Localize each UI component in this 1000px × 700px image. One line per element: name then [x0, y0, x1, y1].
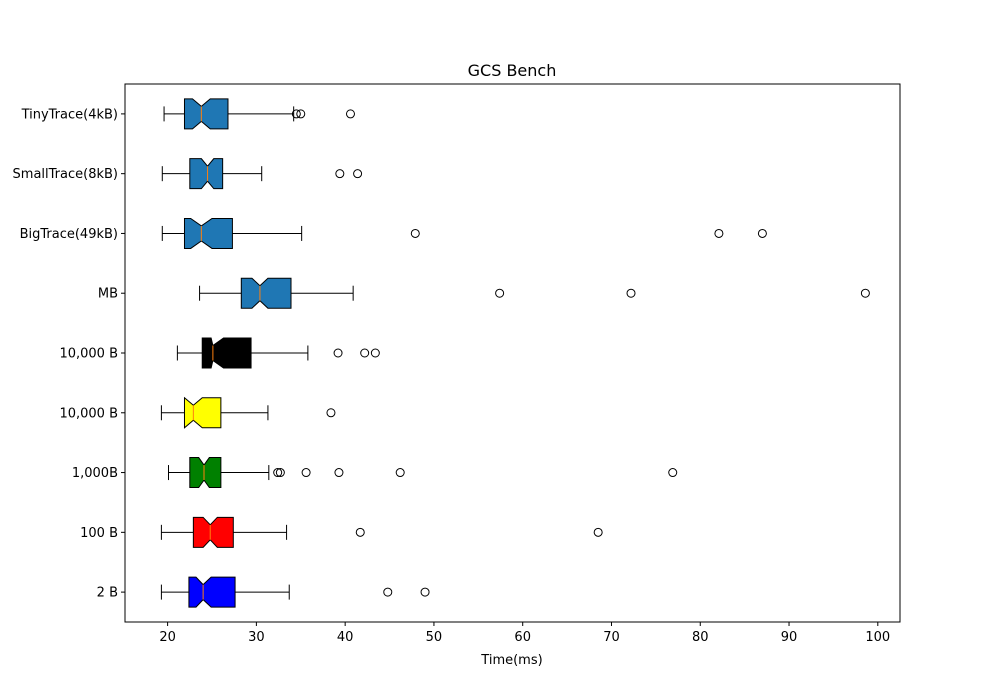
- outlier-point: [345, 109, 355, 119]
- box-body: [240, 277, 292, 309]
- outlier-point: [360, 348, 370, 358]
- y-axis: TinyTrace(4kB) SmallTrace(8kB) BigTrace(49…: [13, 107, 125, 601]
- box-group: [163, 98, 355, 130]
- box-group: [160, 396, 336, 429]
- y-tick-label: BigTrace(49kB): [20, 227, 118, 242]
- outlier-point: [334, 468, 344, 478]
- outlier-point: [333, 348, 343, 358]
- box-group: [161, 158, 363, 190]
- y-tick-label: 10,000 B: [59, 406, 118, 421]
- outlier-point: [296, 109, 306, 119]
- outlier-point: [353, 169, 363, 179]
- y-tick-label: 10,000 B: [59, 347, 118, 362]
- plot-area: [160, 98, 870, 608]
- outlier-point: [860, 288, 870, 298]
- outlier-point: [335, 169, 345, 179]
- box-body: [192, 516, 234, 548]
- box-group: [167, 457, 678, 489]
- y-tick-label: 100 B: [80, 526, 118, 541]
- x-axis: 20 30 40 50 60 70 80 90 100: [159, 622, 890, 645]
- box-body: [189, 158, 224, 190]
- outlier-point: [626, 288, 636, 298]
- outlier-point: [495, 288, 505, 298]
- outlier-point: [757, 228, 767, 238]
- x-tick-label: 30: [248, 630, 265, 645]
- box-body: [183, 396, 222, 429]
- outlier-point: [383, 587, 393, 597]
- box-body: [189, 457, 222, 489]
- outlier-point: [395, 468, 405, 478]
- chart-title: GCS Bench: [468, 61, 557, 80]
- outlier-point: [273, 468, 283, 478]
- y-tick-label: 1,000B: [72, 466, 118, 481]
- outlier-point: [355, 527, 365, 537]
- outlier-point: [714, 228, 724, 238]
- outlier-point: [420, 587, 430, 597]
- box-body: [183, 217, 233, 249]
- box-group: [161, 217, 767, 249]
- box-body: [183, 98, 229, 130]
- outlier-point: [275, 468, 285, 478]
- x-axis-label: Time(ms): [480, 653, 542, 668]
- outlier-point: [301, 468, 311, 478]
- outlier-point: [291, 109, 301, 119]
- outlier-point: [410, 228, 420, 238]
- outlier-point: [668, 468, 678, 478]
- x-tick-label: 50: [426, 630, 443, 645]
- outlier-point: [370, 348, 380, 358]
- x-tick-label: 20: [159, 630, 176, 645]
- outlier-point: [326, 408, 336, 418]
- box-group: [176, 337, 380, 369]
- y-tick-label: TinyTrace(4kB): [21, 107, 118, 122]
- x-tick-label: 70: [603, 630, 620, 645]
- x-tick-label: 60: [514, 630, 531, 645]
- y-tick-label: MB: [98, 287, 118, 302]
- box-group: [199, 277, 870, 309]
- box-group: [160, 576, 430, 608]
- x-tick-label: 90: [781, 630, 798, 645]
- x-tick-label: 80: [692, 630, 709, 645]
- box-body: [188, 576, 236, 608]
- x-tick-label: 40: [337, 630, 354, 645]
- box-group: [160, 516, 603, 548]
- y-tick-label: 2 B: [97, 586, 118, 601]
- x-tick-label: 100: [865, 630, 890, 645]
- box-body: [201, 337, 252, 369]
- outlier-point: [593, 527, 603, 537]
- y-tick-label: SmallTrace(8kB): [13, 167, 118, 182]
